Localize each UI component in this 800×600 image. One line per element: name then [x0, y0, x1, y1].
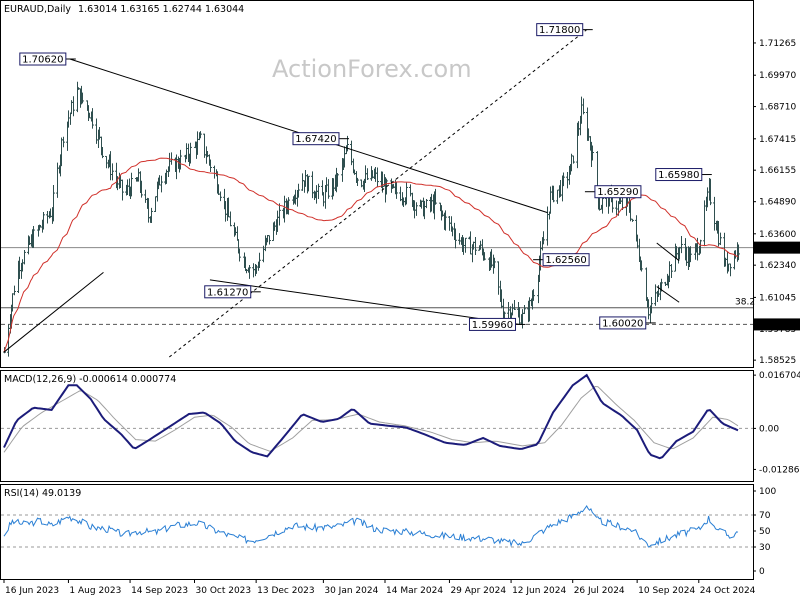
date-tick-label-7: 29 Apr 2024 — [450, 586, 506, 596]
rsi-tick-label-0: 100 — [759, 487, 776, 497]
price-tick-label-0: 1.71265 — [759, 39, 796, 49]
rsi-plot — [1, 505, 753, 548]
macd-panel-frame — [0, 370, 754, 482]
annotation-label-8: 1.60020 — [602, 318, 643, 329]
header-ohlc: 1.63014 1.63165 1.62744 1.63044 — [78, 4, 244, 15]
annotation-box — [204, 285, 252, 299]
date-tick-label-4: 13 Dec 2023 — [257, 586, 315, 596]
price-tick-label-8: 1.61045 — [759, 293, 796, 303]
macd-tick-label-0: 0.016704 — [759, 371, 800, 381]
macd-header: MACD(12,26,9) -0.000614 0.000774 — [4, 374, 176, 385]
trendline-2 — [3, 271, 104, 353]
support-price-tag — [754, 318, 800, 331]
date-tick-label-9: 26 Jul 2024 — [574, 586, 625, 596]
rsi-tick-label-1: 70 — [759, 511, 771, 521]
macd-plot — [1, 373, 753, 460]
price-header: EURAUD,Daily 1.63014 1.63165 1.62744 1.6… — [4, 4, 244, 15]
price-tick-label-1: 1.69970 — [759, 71, 796, 81]
current-price-tag-label: 1.63044 — [757, 244, 798, 254]
price-annotations: 1.70620 1.71800 1.67420 1.65290 1.65980 1.625… — [19, 23, 712, 331]
price-tick-label-2: 1.68710 — [759, 103, 796, 113]
price-tick-label-5: 1.64890 — [759, 198, 796, 208]
sma-line — [3, 157, 739, 353]
annotation-label-7: 1.59960 — [472, 320, 513, 331]
annotation-box — [599, 316, 647, 330]
price-tick-label-10: 1.58525 — [759, 356, 796, 366]
annotation-label-0: 1.70620 — [22, 55, 63, 66]
annotation-box — [536, 23, 584, 37]
annotation-label-2: 1.67420 — [295, 134, 336, 145]
date-tick-label-6: 14 Mar 2024 — [386, 586, 443, 596]
rsi-tick-label-3: 30 — [759, 543, 771, 553]
price-axis: 1.71265 1.69970 1.68710 1.67415 1.66155 1.648… — [753, 39, 800, 366]
date-tick-label-8: 12 Jun 2024 — [512, 586, 566, 596]
price-tick-label-3: 1.67415 — [759, 135, 796, 145]
price-tick-label-6: 1.63600 — [759, 230, 796, 240]
date-tick-label-10: 10 Sep 2024 — [638, 586, 695, 596]
moving-average — [3, 157, 739, 353]
fib-level-label: 38.2 — [735, 298, 755, 308]
rsi-line — [3, 505, 739, 548]
annotation-box — [542, 253, 590, 267]
annotation-box — [19, 52, 67, 66]
price-tick-label-7: 1.62340 — [759, 261, 796, 271]
macd-tick-label-1: 0.00 — [759, 424, 779, 434]
price-bars — [3, 81, 740, 357]
date-tick-label-11: 24 Oct 2024 — [700, 586, 756, 596]
current-price-tag — [754, 241, 800, 254]
date-axis: 16 Jun 2023 1 Aug 2023 14 Sep 2023 30 Oct 2… — [3, 579, 756, 596]
trendline-3 — [168, 29, 588, 358]
support-price-tag-label: 1.59960 — [757, 321, 798, 331]
annotation-box — [594, 185, 642, 199]
price-tick-label-4: 1.66155 — [759, 166, 796, 176]
trendline-4 — [656, 286, 680, 303]
rsi-axis: 100 70 50 30 0 — [753, 487, 776, 577]
rsi-tick-label-2: 50 — [759, 527, 771, 537]
rsi-panel-frame — [0, 484, 754, 580]
date-tick-label-0: 16 Jun 2023 — [5, 586, 59, 596]
date-tick-label-3: 30 Oct 2023 — [196, 586, 252, 596]
watermark: ActionForex.com — [272, 55, 472, 83]
annotation-label-1: 1.71800 — [539, 25, 580, 36]
date-tick-label-2: 14 Sep 2023 — [131, 586, 188, 596]
date-tick-label-5: 30 Jan 2024 — [324, 586, 378, 596]
annotation-label-6: 1.61270 — [207, 287, 248, 298]
annotation-box — [468, 317, 516, 331]
annotation-box — [292, 132, 340, 146]
trendline-1 — [209, 279, 520, 325]
header-symbol: EURAUD,Daily — [4, 4, 71, 15]
rsi-header: RSI(14) 49.0139 — [4, 488, 81, 499]
annotation-box — [655, 168, 703, 182]
macd-main-line — [3, 373, 739, 460]
date-tick-label-1: 1 Aug 2023 — [69, 586, 121, 596]
macd-signal-line — [3, 385, 739, 453]
annotation-label-3: 1.65290 — [597, 187, 638, 198]
macd-axis: 0.016704 0.00 -0.012869 — [753, 371, 800, 475]
macd-tick-label-2: -0.012869 — [759, 465, 800, 475]
annotation-label-5: 1.62560 — [545, 255, 586, 266]
annotation-label-4: 1.65980 — [658, 170, 699, 181]
trendline-5 — [656, 242, 680, 262]
rsi-tick-label-4: 0 — [759, 567, 765, 577]
